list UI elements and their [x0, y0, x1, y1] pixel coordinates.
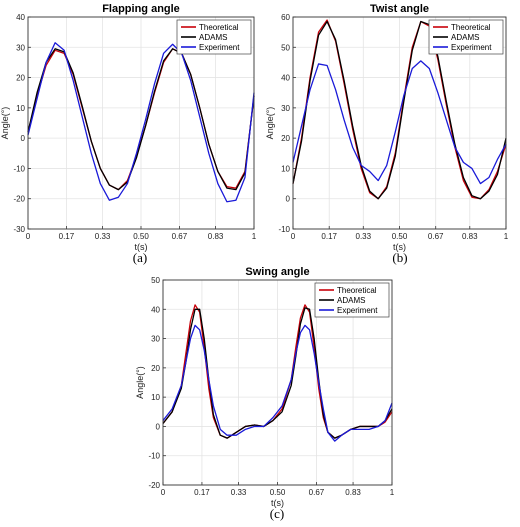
y-tick-label: 40 — [16, 13, 25, 22]
series-line-experiment — [27, 42, 255, 203]
panel-caption: (a) — [133, 250, 147, 265]
y-tick-label: 60 — [281, 13, 290, 22]
x-tick-label: 0.67 — [428, 232, 444, 241]
y-tick-label: 0 — [286, 195, 291, 204]
y-axis-label: Angle(°) — [265, 107, 275, 140]
legend-label-adams: ADAMS — [451, 33, 479, 42]
chart-title: Swing angle — [245, 266, 309, 278]
y-tick-label: 10 — [151, 393, 160, 402]
x-tick-label: 0.33 — [356, 232, 372, 241]
chart-title: Twist angle — [370, 3, 429, 15]
y-tick-label: -20 — [13, 195, 25, 204]
y-tick-label: 30 — [281, 104, 290, 113]
x-tick-label: 0.17 — [59, 232, 75, 241]
legend-label-theoretical: Theoretical — [199, 23, 239, 32]
y-axis-label: Angle(°) — [135, 366, 145, 399]
y-tick-label: 30 — [151, 335, 160, 344]
y-tick-label: 40 — [281, 74, 290, 83]
y-tick-label: -10 — [278, 225, 290, 234]
y-tick-label: 30 — [16, 43, 25, 52]
y-tick-label: 50 — [281, 43, 290, 52]
chart-twist-angle: 0 0.17 0.33 0.50 0.67 0.83 1-100102030405060Tw… — [265, 3, 509, 265]
x-tick-label: 0.67 — [172, 232, 188, 241]
x-tick-label: 0.67 — [309, 488, 325, 497]
x-tick-label: 0.33 — [231, 488, 247, 497]
x-tick-label: 0 — [291, 232, 296, 241]
legend-label-experiment: Experiment — [451, 43, 492, 52]
y-tick-label: 10 — [281, 164, 290, 173]
x-tick-label: 0.33 — [95, 232, 111, 241]
legend-label-adams: ADAMS — [199, 33, 227, 42]
x-tick-label: 0.17 — [194, 488, 210, 497]
x-tick-label: 0 — [26, 232, 31, 241]
y-tick-label: 50 — [151, 276, 160, 285]
x-axis-label: t(s) — [135, 242, 148, 252]
x-tick-label: 0 — [161, 488, 166, 497]
y-tick-label: 40 — [151, 305, 160, 314]
x-tick-label: 1 — [390, 488, 395, 497]
series-line-adams — [292, 20, 507, 200]
x-axis-label: t(s) — [393, 242, 406, 252]
y-tick-label: 20 — [16, 74, 25, 83]
axes-frame — [292, 16, 507, 230]
series-line-experiment — [162, 324, 393, 442]
y-tick-label: -10 — [148, 452, 160, 461]
y-tick-label: 20 — [151, 364, 160, 373]
legend-label-theoretical: Theoretical — [337, 286, 377, 295]
x-tick-label: 0.50 — [392, 232, 408, 241]
x-axis-label: t(s) — [271, 498, 284, 508]
panel-caption: (b) — [392, 250, 407, 265]
panel-caption: (c) — [270, 506, 284, 521]
y-tick-label: 0 — [21, 134, 26, 143]
axes-frame — [162, 279, 393, 486]
legend-label-adams: ADAMS — [337, 296, 365, 305]
legend-label-experiment: Experiment — [199, 43, 240, 52]
y-tick-label: 0 — [156, 422, 161, 431]
x-tick-label: 0.50 — [133, 232, 149, 241]
chart-swing-angle: 0 0.17 0.33 0.50 0.67 0.83 1 -20 -10 0 10 20 30 40 50 S… — [135, 266, 395, 521]
x-tick-label: 0.50 — [270, 488, 286, 497]
y-tick-label: -30 — [13, 225, 25, 234]
x-tick-label: 1 — [504, 232, 509, 241]
legend-label-experiment: Experiment — [337, 306, 378, 315]
series-line-experiment — [292, 60, 507, 185]
y-tick-label: 10 — [16, 104, 25, 113]
chart-flapping-angle: 0 0.17 0.33 0.50 0.67 0.83 1 -30 -20 -10 0 10 20 30 40… — [0, 3, 257, 265]
x-tick-label: 1 — [252, 232, 257, 241]
legend-label-theoretical: Theoretical — [451, 23, 491, 32]
y-tick-label: 20 — [281, 134, 290, 143]
axes-frame — [27, 16, 255, 230]
y-axis-label: Angle(°) — [0, 107, 10, 140]
x-tick-label: 0.83 — [345, 488, 361, 497]
x-tick-label: 0.83 — [208, 232, 224, 241]
chart-title: Flapping angle — [102, 3, 180, 15]
y-tick-label: -10 — [13, 164, 25, 173]
x-tick-label: 0.83 — [462, 232, 478, 241]
x-tick-label: 0.17 — [321, 232, 337, 241]
y-tick-label: -20 — [148, 481, 160, 490]
